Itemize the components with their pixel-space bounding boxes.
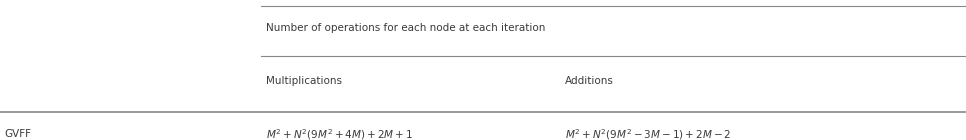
Text: GVFF: GVFF <box>5 129 32 139</box>
Text: $M^2 + N^2(9M^2 - 3M - 1) + 2M - 2$: $M^2 + N^2(9M^2 - 3M - 1) + 2M - 2$ <box>565 127 731 140</box>
Text: Number of operations for each node at each iteration: Number of operations for each node at ea… <box>266 23 545 33</box>
Text: Additions: Additions <box>565 76 614 86</box>
Text: $M^2 + N^2(9M^2 + 4M) + 2M + 1$: $M^2 + N^2(9M^2 + 4M) + 2M + 1$ <box>266 127 412 140</box>
Text: Multiplications: Multiplications <box>266 76 342 86</box>
